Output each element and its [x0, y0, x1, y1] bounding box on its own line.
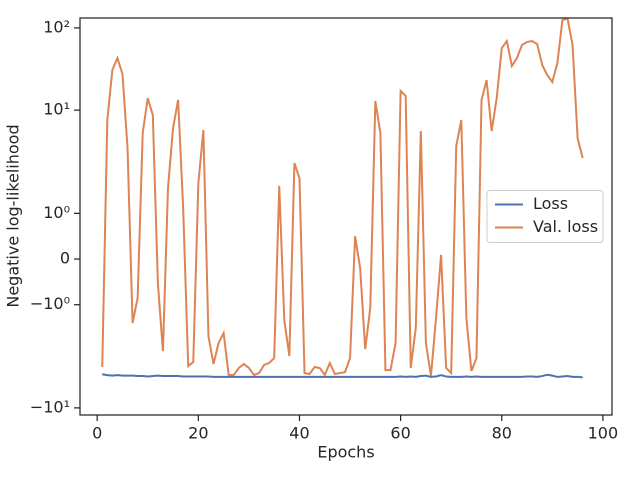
y-tick-label: 10⁰ — [43, 203, 70, 222]
x-tick-label: 60 — [390, 424, 410, 443]
y-tick-label: −10⁰ — [30, 294, 70, 313]
x-axis-label: Epochs — [317, 443, 374, 462]
axes-frame — [79, 17, 613, 416]
series-line — [101, 18, 584, 378]
x-tick-label: 40 — [289, 424, 309, 443]
x-tick-label: 80 — [492, 424, 512, 443]
legend-label: Loss — [533, 194, 568, 213]
y-axis-label: Negative log-likelihood — [4, 124, 23, 307]
y-tick-label: 10² — [43, 17, 70, 36]
series-line — [102, 373, 583, 379]
x-tick-label: 100 — [588, 424, 619, 443]
x-tick-label: 0 — [92, 424, 102, 443]
legend-label: Val. loss — [533, 217, 598, 236]
y-tick-label: −10¹ — [30, 397, 70, 416]
x-tick-label: 20 — [188, 424, 208, 443]
y-tick-label: 0 — [60, 249, 70, 268]
legend: Loss Val. loss — [486, 190, 604, 243]
y-tick-label: 10¹ — [43, 100, 70, 119]
